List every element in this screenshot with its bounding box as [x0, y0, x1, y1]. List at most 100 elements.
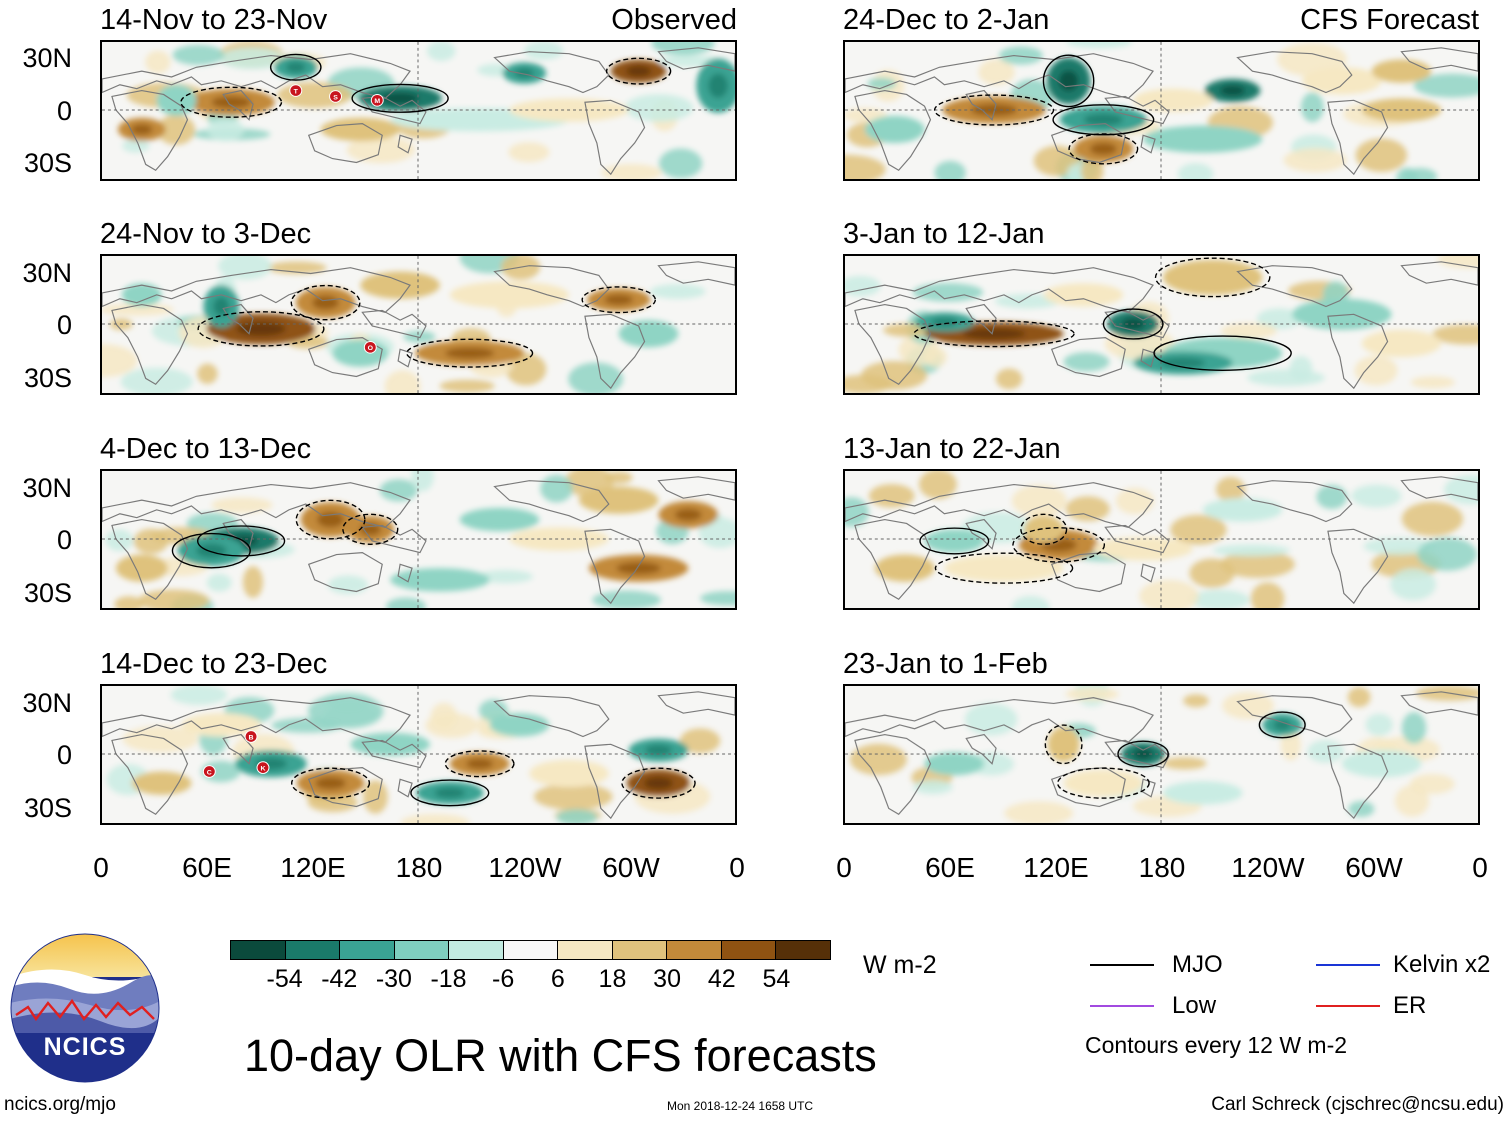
- olr-anomaly-patch: [1023, 515, 1064, 543]
- olr-anomaly-patch: [156, 114, 196, 145]
- olr-anomaly-patch: [207, 118, 245, 142]
- olr-anomaly-patch: [390, 568, 490, 592]
- olr-anomaly-patch: [1402, 168, 1438, 179]
- storm-marker: O: [363, 341, 377, 354]
- olr-anomaly-patch: [1004, 801, 1074, 823]
- coastline: [102, 482, 411, 528]
- olr-anomaly-patch: [1341, 750, 1422, 778]
- lon-label: 120W: [488, 852, 562, 883]
- olr-anomaly-patch: [122, 139, 150, 153]
- coastline: [1104, 309, 1170, 339]
- colorbar-units: W m-2: [863, 951, 937, 979]
- olr-anomaly-core: [1220, 85, 1246, 96]
- legend-er-line: [1316, 1005, 1380, 1007]
- colorbar-swatch: [393, 941, 449, 959]
- olr-anomaly-patch: [508, 142, 550, 163]
- olr-anomaly-patch: [604, 471, 633, 484]
- coastline: [965, 733, 997, 765]
- olr-map: B K C: [102, 686, 735, 823]
- olr-anomaly-patch: [1162, 757, 1207, 770]
- mjo-contour-suppressed: [1056, 767, 1150, 799]
- coastline: [111, 733, 189, 816]
- olr-anomaly-patch: [845, 374, 893, 393]
- coastline: [584, 528, 646, 605]
- coastline: [397, 348, 413, 368]
- olr-anomaly-patch: [1307, 739, 1344, 763]
- olr-anomaly-patch: [197, 363, 218, 384]
- coastline: [1327, 313, 1389, 390]
- panel-1-title: 14-Nov to 23-Nov: [100, 4, 328, 36]
- olr-anomaly-patch: [1189, 589, 1250, 608]
- coastlines: [845, 691, 1478, 820]
- olr-anomaly-field: [845, 256, 1478, 393]
- lon-label: 0: [729, 852, 745, 883]
- legend-kelvin-label: Kelvin x2: [1393, 951, 1491, 978]
- olr-anomaly-patch: [379, 479, 418, 502]
- legend-low-label: Low: [1172, 992, 1217, 1019]
- olr-anomaly-core: [213, 296, 230, 317]
- olr-anomaly-patch: [1183, 694, 1209, 708]
- olr-anomaly-patch: [700, 591, 735, 606]
- olr-map: T S M: [102, 42, 735, 179]
- olr-anomaly-core: [315, 777, 346, 790]
- olr-anomaly-patch: [1355, 138, 1408, 173]
- panel-1-tag: Observed: [611, 4, 737, 36]
- footer-author: Carl Schreck (cjschrec@ncsu.edu): [1211, 1094, 1504, 1115]
- colorbar-swatches: [230, 940, 831, 960]
- olr-anomaly-patch: [1220, 550, 1295, 578]
- storm-marker-label: K: [260, 766, 265, 773]
- olr-anomaly-patch: [145, 50, 171, 74]
- coastline: [1140, 134, 1156, 154]
- footer-timestamp: Mon 2018-12-24 1658 UTC: [667, 1099, 814, 1113]
- olr-anomaly-patch: [523, 42, 564, 60]
- lon-label: 120E: [1023, 852, 1089, 883]
- mjo-contour-suppressed: [605, 57, 672, 85]
- coastline: [493, 480, 610, 523]
- mjo-contour-suppressed: [933, 94, 1055, 126]
- olr-anomaly-patch: [698, 517, 735, 549]
- colorbar-label: 42: [707, 965, 736, 993]
- olr-anomaly-patch: [1063, 352, 1110, 372]
- storm-marker-dot: [363, 341, 377, 354]
- olr-anomaly-patch: [533, 783, 613, 810]
- olr-anomaly-core: [674, 508, 702, 521]
- olr-anomaly-patch: [459, 507, 540, 532]
- olr-anomaly-core: [708, 73, 728, 98]
- olr-anomaly-patch: [114, 596, 144, 608]
- olr-anomaly-core: [962, 328, 1026, 339]
- olr-anomaly-patch: [242, 566, 263, 598]
- olr-anomaly-core: [445, 347, 495, 359]
- olr-anomaly-core: [644, 777, 673, 790]
- olr-anomaly-patch: [923, 346, 947, 368]
- olr-anomaly-field: [102, 256, 706, 393]
- olr-anomaly-patch: [120, 367, 193, 393]
- olr-anomaly-patch: [1361, 329, 1442, 358]
- olr-anomaly-core: [131, 124, 153, 135]
- olr-anomaly-patch: [1066, 42, 1133, 49]
- coastline: [1236, 51, 1353, 94]
- olr-anomaly-patch: [1043, 283, 1124, 307]
- coastline: [854, 733, 932, 816]
- coastlines: [845, 261, 1478, 390]
- olr-anomaly-patch: [978, 59, 1015, 86]
- panel-3-title: 4-Dec to 13-Dec: [100, 433, 312, 465]
- olr-anomaly-patch: [360, 271, 440, 299]
- ncics-logo[interactable]: NCICS: [10, 933, 160, 1083]
- olr-anomaly-patch: [206, 573, 232, 592]
- olr-anomaly-patch: [1143, 125, 1263, 153]
- olr-map: [102, 471, 735, 608]
- panel-4-map: B K C: [100, 684, 737, 825]
- panel-5-tag: CFS Forecast: [1300, 4, 1479, 36]
- footer-url[interactable]: ncics.org/mjo: [4, 1094, 116, 1115]
- olr-anomaly-patch: [307, 693, 384, 729]
- mjo-contour-suppressed: [1020, 513, 1068, 545]
- olr-anomaly-patch: [592, 590, 662, 608]
- olr-anomaly-patch: [1222, 692, 1274, 720]
- olr-anomaly-patch: [864, 115, 925, 144]
- olr-anomaly-patch: [913, 779, 953, 795]
- olr-anomaly-patch: [1139, 579, 1199, 608]
- olr-anomaly-patch: [650, 283, 706, 299]
- storm-marker-dot: [329, 90, 342, 103]
- olr-anomaly-patch: [1413, 73, 1478, 98]
- storm-marker-label: B: [249, 734, 254, 741]
